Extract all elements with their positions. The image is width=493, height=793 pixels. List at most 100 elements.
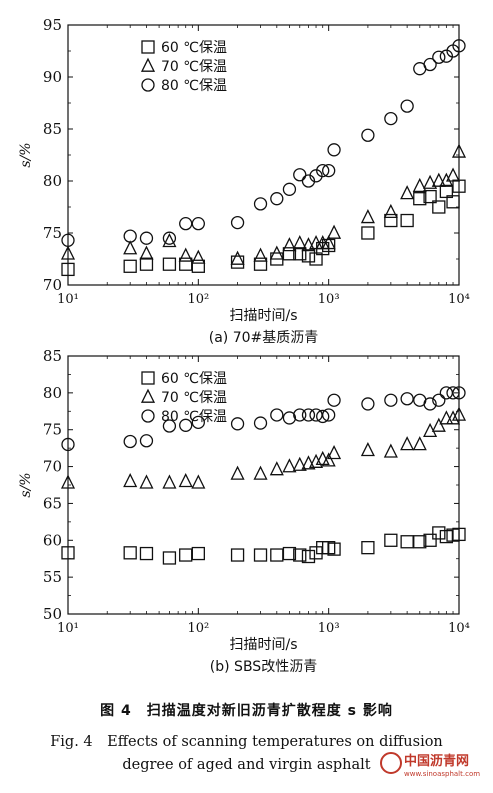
data-point-circle <box>384 393 398 407</box>
data-point-square <box>282 546 297 561</box>
data-point-square <box>61 546 75 560</box>
data-point-square <box>123 546 137 560</box>
data-point-circle <box>253 416 268 430</box>
data-point-triangle <box>321 235 336 250</box>
data-point-triangle <box>412 436 427 451</box>
data-point-square <box>270 548 284 562</box>
data-point-circle <box>139 434 154 448</box>
data-point-triangle <box>445 167 461 182</box>
data-point-circle <box>309 169 323 183</box>
panel-title: (b) SBS改性沥青 <box>210 659 317 675</box>
data-point-circle <box>191 216 205 231</box>
figure-caption-en-line2: degree of aged and virgin asphalt <box>122 757 371 773</box>
y-tick-label: 50 <box>43 605 62 623</box>
data-point-square <box>309 546 323 560</box>
data-point-square <box>400 535 414 549</box>
data-point-square <box>253 548 268 562</box>
x-axis-label: 扫描时间/s <box>229 308 297 324</box>
data-point-circle <box>400 392 414 406</box>
data-point-square <box>191 259 205 273</box>
figure-chart: 70 75 80 85 90 95 10¹ 10² 10³ 10⁴ s/% 扫描时间/s (a) 70#… <box>18 16 470 675</box>
legend-label: 70 ℃保温 <box>161 59 227 75</box>
x-tick-label: 10⁴ <box>448 621 470 636</box>
data-point-circle <box>452 39 466 53</box>
data-point-circle <box>400 99 414 113</box>
x-tick-label: 10² <box>187 292 209 307</box>
legend: 60 ℃保温 70 ℃保温 80 ℃保温 <box>140 371 227 425</box>
data-point-circle <box>162 231 177 245</box>
data-point-triangle <box>383 203 398 219</box>
plot-frame <box>67 355 460 615</box>
y-tick-label: 60 <box>43 531 62 549</box>
data-point-circle <box>123 434 137 449</box>
y-tick-label: 55 <box>43 568 62 586</box>
data-point-circle <box>270 408 284 422</box>
data-point-square <box>293 247 307 261</box>
watermark: 中国沥青网 www.sinoasphalt.com <box>378 748 490 786</box>
data-point-circle <box>293 408 307 422</box>
y-tick-label: 80 <box>43 384 62 402</box>
watermark-logo-icon <box>380 752 402 774</box>
chart-panel-b: 50 55 60 65 70 75 80 85 10¹ 10² 10³ 10⁴ s/% 扫描时间/s (b)… <box>18 347 470 675</box>
data-point-circle <box>139 231 154 245</box>
legend-label: 70 ℃保温 <box>161 390 227 406</box>
data-point-square <box>139 257 154 271</box>
x-axis-label: 扫描时间/s <box>229 637 297 653</box>
data-point-square <box>309 252 323 266</box>
legend-marker-square <box>141 371 155 385</box>
data-point-square <box>361 226 375 240</box>
legend-marker-square <box>141 40 155 54</box>
x-tick-label: 10² <box>187 621 209 636</box>
data-point-circle <box>61 437 75 452</box>
legend-marker-triangle <box>140 388 156 403</box>
data-point-circle <box>61 233 75 247</box>
legend-label: 80 ℃保温 <box>161 78 227 94</box>
data-point-square <box>327 542 341 556</box>
legend: 60 ℃保温 70 ℃保温 80 ℃保温 <box>140 40 227 94</box>
data-point-circle <box>316 163 330 178</box>
data-point-square <box>361 541 375 555</box>
data-point-triangle <box>383 443 398 458</box>
data-point-triangle <box>423 422 438 438</box>
data-point-triangle <box>269 245 284 260</box>
data-point-circle <box>270 192 284 206</box>
data-point-circle <box>179 418 193 432</box>
y-tick-label: 85 <box>43 347 62 365</box>
data-point-circle <box>179 216 193 231</box>
data-point-triangle <box>400 185 415 200</box>
data-point-circle <box>327 393 341 407</box>
chart-panel-a: 70 75 80 85 90 95 10¹ 10² 10³ 10⁴ s/% 扫描时间/s (a) 70#… <box>18 16 470 346</box>
data-point-triangle <box>292 456 307 471</box>
data-point-triangle <box>360 441 375 457</box>
data-point-circle <box>191 415 205 429</box>
data-point-triangle <box>451 143 467 158</box>
figure-caption-cn: 图 4 扫描温度对新旧沥青扩散程度 s 影响 <box>100 703 393 719</box>
y-tick-label: 85 <box>43 120 62 138</box>
data-point-triangle <box>162 474 177 489</box>
data-point-square <box>446 195 460 209</box>
data-point-triangle <box>327 224 342 239</box>
data-point-square <box>423 533 437 547</box>
data-point-circle <box>322 163 336 178</box>
series-triangle <box>60 143 467 265</box>
x-tick-label: 10³ <box>318 621 340 636</box>
data-point-circle <box>432 50 446 64</box>
legend-marker-triangle <box>140 57 156 72</box>
data-point-circle <box>423 397 437 411</box>
data-point-square <box>253 257 268 271</box>
data-point-triangle <box>139 245 154 260</box>
data-point-circle <box>123 229 137 243</box>
data-point-circle <box>423 57 437 72</box>
data-point-circle <box>322 408 336 422</box>
data-point-triangle <box>253 247 268 262</box>
series-square <box>61 526 466 565</box>
data-point-triangle <box>292 235 307 250</box>
series-circle <box>61 39 466 247</box>
data-point-square <box>400 213 414 228</box>
y-tick-label: 95 <box>43 16 62 34</box>
data-point-square <box>452 527 466 542</box>
series-square <box>61 179 466 277</box>
data-point-triangle <box>451 406 467 421</box>
data-point-circle <box>439 49 454 63</box>
data-point-square <box>61 262 75 277</box>
